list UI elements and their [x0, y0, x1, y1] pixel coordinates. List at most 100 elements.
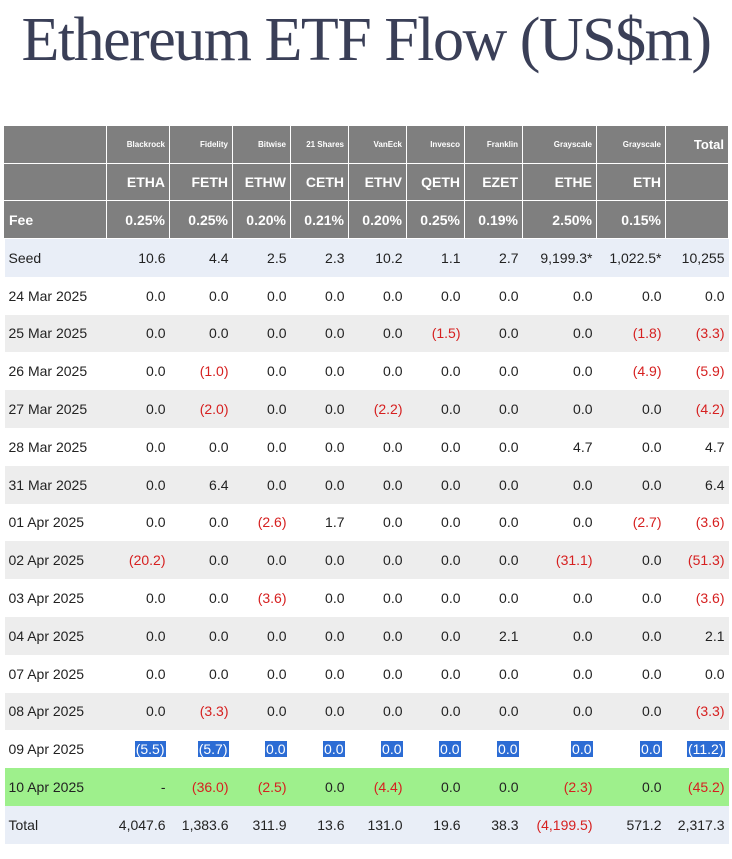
value-cell: 0.0: [106, 465, 170, 504]
cell-value: 0.0: [146, 514, 166, 531]
value-cell: (4.9): [597, 352, 666, 390]
cell-value: 0.0: [265, 741, 287, 758]
cell-value: (45.2): [687, 779, 725, 796]
value-cell: 0.0: [523, 730, 597, 768]
value-cell: 0.0: [348, 465, 407, 504]
value-cell: 0.0: [291, 655, 349, 693]
table-row: 09 Apr 2025 (5.5) (5.7) 0.0 0.0 0.0 0.0 0.0 0.0 0…: [5, 730, 729, 768]
value-cell: 4.4: [169, 238, 233, 277]
value-cell: 0.0: [464, 465, 523, 504]
cell-value: 2.5: [267, 249, 287, 266]
header-cell: 0.15%: [596, 200, 666, 239]
value-cell: 0.0: [465, 277, 523, 315]
value-cell: 0.0: [596, 390, 666, 428]
table-row: 08 Apr 2025 0.0 (3.3) 0.0 0.0 0.0 0.0 0.0 0.0 0.0…: [4, 692, 729, 731]
value-cell: 0.0: [596, 465, 666, 504]
cell-value: 0.0: [146, 363, 166, 380]
cell-value: 0.0: [325, 552, 345, 569]
cell-value: 0.0: [499, 514, 519, 531]
header-cell: [665, 163, 729, 201]
cell-value: 0.0: [146, 401, 166, 418]
header-cell: Grayscale: [522, 125, 597, 164]
value-cell: 0.0: [348, 692, 407, 731]
header-cell: ETHA: [106, 163, 170, 201]
cell-value: 0.0: [209, 552, 229, 569]
value-cell: (4.2): [665, 390, 729, 428]
cell-value: (5.9): [695, 363, 725, 380]
value-cell: 0.0: [465, 655, 523, 693]
cell-value: 0.0: [325, 627, 345, 644]
cell-value: 13.6: [317, 816, 345, 833]
value-cell: (1.5): [406, 314, 465, 353]
value-cell: 1.1: [406, 238, 465, 277]
cell-value: 0.0: [441, 401, 461, 418]
value-cell: 0.0: [232, 616, 291, 655]
cell-value: 0.0: [640, 741, 662, 758]
value-cell: 0.0: [290, 616, 349, 655]
cell-value: 6.4: [705, 476, 725, 493]
value-cell: 0.0: [291, 428, 349, 466]
value-cell: 1,383.6: [169, 805, 233, 844]
cell-value: (1.8): [632, 325, 662, 342]
header-cell: EZET: [464, 163, 523, 201]
row-label: 24 Mar 2025: [8, 287, 88, 304]
header-cell: Invesco: [406, 125, 465, 164]
value-cell: 6.4: [169, 465, 233, 504]
cell-value: 0.0: [267, 665, 287, 682]
value-cell: 0.0: [107, 428, 170, 466]
header-cell: Fidelity: [169, 125, 233, 164]
cell-value: (3.3): [199, 703, 229, 720]
cell-value: 0.0: [642, 703, 662, 720]
cell-value: 0.0: [642, 779, 662, 796]
value-cell: 0.0: [523, 277, 597, 315]
cell-value: 0.0: [325, 401, 345, 418]
cell-value: 0.0: [381, 741, 403, 758]
table-row: 04 Apr 2025 0.0 0.0 0.0 0.0 0.0 0.0 2.1 0.0 0.0 2.…: [4, 616, 729, 655]
cell-value: 2.7: [499, 249, 519, 266]
cell-value: 0.0: [642, 287, 662, 304]
cell-value: (2.7): [632, 514, 662, 531]
value-cell: 0.0: [290, 314, 349, 353]
header-cell: 0.25%: [169, 200, 233, 239]
value-cell: (11.2): [666, 730, 729, 768]
value-cell: 0.0: [106, 314, 170, 353]
cell-value: 0.0: [441, 476, 461, 493]
value-cell: 0.0: [522, 692, 597, 731]
cell-value: 0.0: [705, 287, 725, 304]
value-cell: 571.2: [596, 805, 666, 844]
cell-value: 0.0: [642, 590, 662, 607]
value-cell: 13.6: [290, 805, 349, 844]
fee-header-row: Fee 0.25% 0.25% 0.20% 0.21% 0.20% 0.25% 0.19% 2.…: [4, 200, 729, 239]
cell-value: 0.0: [441, 438, 461, 455]
cell-value: 0.0: [146, 665, 166, 682]
cell-value: 0.0: [383, 438, 403, 455]
value-cell: 0.0: [107, 579, 170, 617]
value-cell: 1.7: [291, 504, 349, 542]
value-cell: 0.0: [170, 655, 233, 693]
table-row: 07 Apr 2025 0.0 0.0 0.0 0.0 0.0 0.0 0.0 0.0 0.0 0.…: [5, 655, 729, 693]
value-cell: 0.0: [407, 504, 465, 542]
value-cell: 0.0: [169, 314, 233, 353]
cell-value: 2.3: [325, 249, 345, 266]
cell-value: 0.0: [209, 665, 229, 682]
cell-value: (3.6): [695, 514, 725, 531]
cell-value: 0.0: [383, 287, 403, 304]
value-cell: 0.0: [348, 314, 407, 353]
cell-value: -: [160, 779, 166, 796]
value-cell: 19.6: [406, 805, 465, 844]
header-cell: 0.25%: [406, 200, 465, 239]
value-cell: 0.0: [465, 504, 523, 542]
value-cell: 131.0: [348, 805, 407, 844]
cell-value: (3.3): [695, 325, 725, 342]
value-cell: (5.9): [666, 352, 729, 390]
cell-value: 0.0: [441, 514, 461, 531]
value-cell: 0.0: [596, 541, 666, 580]
value-cell: 0.0: [291, 730, 349, 768]
value-cell: 0.0: [290, 692, 349, 731]
cell-value: 311.9: [252, 816, 287, 833]
table-row: 03 Apr 2025 0.0 0.0 (3.6) 0.0 0.0 0.0 0.0 0.0 0.0…: [5, 579, 729, 617]
value-cell: 0.0: [169, 541, 233, 580]
cell-value: 0.0: [146, 325, 166, 342]
cell-value: (4.4): [373, 779, 403, 796]
value-cell: 0.0: [349, 579, 407, 617]
